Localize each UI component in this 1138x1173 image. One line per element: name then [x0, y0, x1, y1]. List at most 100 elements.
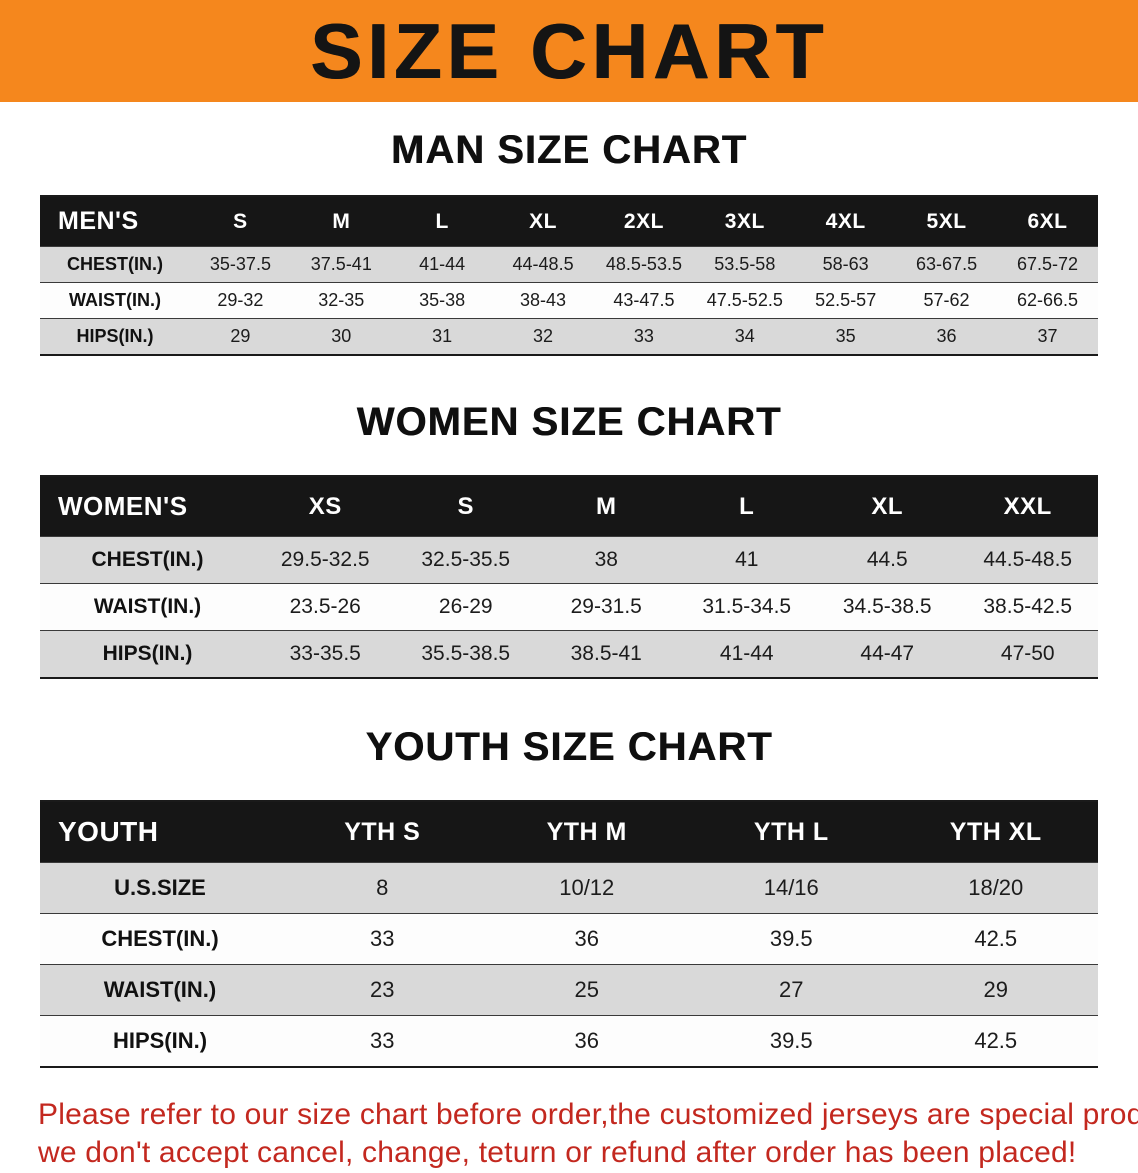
size-column-header: XS: [308, 492, 342, 520]
size-value-cell: 10/12: [559, 875, 615, 900]
women-size-chart-heading: WOMEN SIZE CHART: [356, 400, 782, 444]
size-value-cell: 32.5-35.5: [421, 548, 511, 571]
youth-size-chart-section: YOUTH SIZE CHART YOUTH YTH S YTH M YTH L YTH…: [0, 725, 1138, 1068]
table-header-row: WOMEN'S XS S M L XL XXL: [40, 476, 1098, 537]
size-value-cell: 39.5: [769, 1028, 813, 1053]
size-value-cell: 14/16: [763, 875, 819, 900]
size-value-cell: 35-37.5: [209, 254, 271, 274]
table-corner-label: MEN'S: [58, 207, 139, 235]
table-row: HIPS(IN.) 33 36 39.5 42.5: [40, 1015, 1098, 1067]
table-row: CHEST(IN.) 35-37.5 37.5-41 41-44 44-48.5 48.5…: [40, 246, 1098, 283]
size-value-cell: 29: [983, 977, 1008, 1002]
size-value-cell: 29-31.5: [570, 595, 642, 618]
size-column-header: XL: [529, 209, 557, 233]
size-value-cell: 37.5-41: [310, 254, 372, 274]
row-label: HIPS(IN.): [112, 1028, 208, 1053]
table-row: WAIST(IN.) 23 25 27 29: [40, 964, 1098, 1016]
size-column-header: YTH M: [546, 817, 627, 846]
size-value-cell: 57-62: [923, 290, 970, 310]
size-column-header: 3XL: [724, 209, 765, 233]
disclaimer-line-1: Please refer to our size chart before or…: [38, 1098, 1138, 1131]
size-value-cell: 34: [734, 326, 755, 346]
youth-size-table: YOUTH YTH S YTH M YTH L YTH XL U.S.SIZE 8 10/12…: [40, 800, 1098, 1068]
size-column-header: M: [596, 492, 617, 520]
size-value-cell: 32: [533, 326, 554, 346]
man-size-chart-section: MAN SIZE CHART MEN'S S M L XL 2XL 3XL 4XL 5XL 6XL…: [0, 128, 1138, 356]
size-value-cell: 41-44: [719, 642, 774, 665]
size-value-cell: 29.5-32.5: [280, 548, 370, 571]
size-column-header: XXL: [1003, 492, 1052, 520]
table-row: U.S.SIZE 8 10/12 14/16 18/20: [40, 862, 1098, 914]
row-label: WAIST(IN.): [69, 290, 161, 310]
size-value-cell: 25: [574, 977, 599, 1002]
table-row: WAIST(IN.) 23.5-26 26-29 29-31.5 31.5-34.5 34…: [40, 583, 1098, 631]
size-value-cell: 32-35: [318, 290, 365, 310]
table-row: CHEST(IN.) 33 36 39.5 42.5: [40, 913, 1098, 965]
size-column-header: 4XL: [825, 209, 866, 233]
size-value-cell: 8: [376, 875, 389, 900]
women-size-chart-section: WOMEN SIZE CHART WOMEN'S XS S M L XL XXL CHEST(…: [0, 400, 1138, 679]
banner-title: SIZE CHART: [310, 7, 828, 95]
size-value-cell: 42.5: [974, 926, 1018, 951]
row-label: CHEST(IN.): [91, 548, 204, 571]
size-value-cell: 38: [594, 548, 618, 571]
row-label: HIPS(IN.): [76, 326, 154, 346]
size-value-cell: 62-66.5: [1016, 290, 1079, 310]
size-column-header: S: [457, 492, 474, 520]
table-corner-label: WOMEN'S: [58, 491, 188, 521]
size-column-header: 2XL: [623, 209, 664, 233]
size-value-cell: 33: [370, 926, 395, 951]
size-value-cell: 48.5-53.5: [605, 254, 682, 274]
size-value-cell: 31.5-34.5: [702, 595, 792, 618]
size-value-cell: 38.5-41: [570, 642, 642, 665]
size-value-cell: 23.5-26: [289, 595, 361, 618]
size-value-cell: 43-47.5: [613, 290, 675, 310]
size-value-cell: 38.5-42.5: [983, 595, 1073, 618]
size-value-cell: 33: [370, 1028, 395, 1053]
size-value-cell: 27: [779, 977, 804, 1002]
size-value-cell: 36: [574, 1028, 599, 1053]
size-value-cell: 44-47: [860, 642, 915, 665]
size-column-header: 6XL: [1027, 209, 1068, 233]
size-column-header: 5XL: [926, 209, 967, 233]
row-label: WAIST(IN.): [103, 977, 217, 1002]
table-header-row: MEN'S S M L XL 2XL 3XL 4XL 5XL 6XL: [40, 196, 1098, 247]
size-value-cell: 23: [370, 977, 395, 1002]
size-value-cell: 63-67.5: [916, 254, 978, 274]
size-value-cell: 42.5: [974, 1028, 1018, 1053]
size-column-header: L: [435, 209, 449, 233]
size-value-cell: 31: [432, 326, 453, 346]
size-value-cell: 35-38: [419, 290, 466, 310]
size-column-header: YTH S: [344, 817, 421, 846]
size-value-cell: 35: [835, 326, 856, 346]
row-label: HIPS(IN.): [102, 642, 193, 665]
table-header-row: YOUTH YTH S YTH M YTH L YTH XL: [40, 801, 1098, 863]
size-value-cell: 33-35.5: [289, 642, 361, 665]
size-value-cell: 52.5-57: [815, 290, 877, 310]
size-value-cell: 47-50: [1000, 642, 1055, 665]
table-row: HIPS(IN.) 29 30 31 32 33 34 35 36 37: [40, 318, 1098, 355]
size-value-cell: 18/20: [968, 875, 1024, 900]
size-value-cell: 47.5-52.5: [706, 290, 783, 310]
size-column-header: S: [233, 209, 248, 233]
disclaimer-line-2: we don't accept cancel, change, teturn o…: [38, 1136, 1077, 1170]
size-value-cell: 41: [735, 548, 759, 571]
size-value-cell: 34.5-38.5: [842, 595, 932, 618]
size-value-cell: 36: [936, 326, 957, 346]
disclaimer: Please refer to our size chart before or…: [38, 1096, 1138, 1173]
men-size-table: MEN'S S M L XL 2XL 3XL 4XL 5XL 6XL CHEST(IN.) 35-37…: [40, 195, 1098, 356]
size-value-cell: 29: [230, 326, 251, 346]
table-row: HIPS(IN.) 33-35.5 35.5-38.5 38.5-41 41-44 44-…: [40, 630, 1098, 678]
size-value-cell: 44.5: [866, 548, 908, 571]
size-value-cell: 37: [1037, 326, 1058, 346]
row-label: WAIST(IN.): [93, 595, 202, 618]
row-label: U.S.SIZE: [114, 875, 206, 900]
size-value-cell: 30: [331, 326, 352, 346]
size-value-cell: 36: [574, 926, 599, 951]
size-column-header: YTH XL: [949, 817, 1042, 846]
size-value-cell: 35.5-38.5: [421, 642, 511, 665]
women-size-table: WOMEN'S XS S M L XL XXL CHEST(IN.) 29.5-32.5 32.5…: [40, 475, 1098, 679]
size-column-header: YTH L: [753, 817, 829, 846]
size-value-cell: 41-44: [419, 254, 466, 274]
